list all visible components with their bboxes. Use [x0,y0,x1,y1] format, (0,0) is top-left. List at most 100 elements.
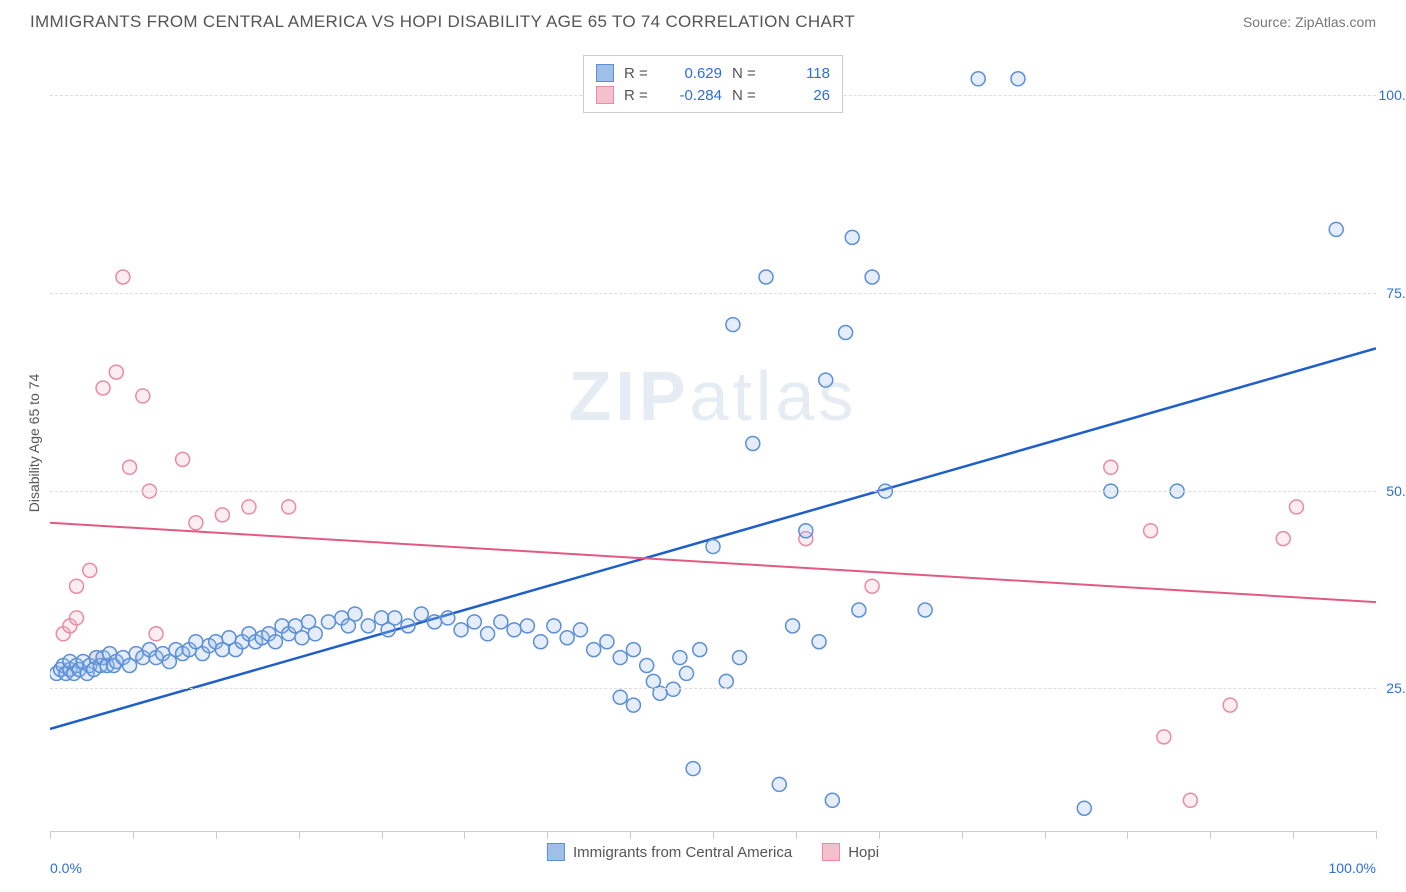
data-point [613,690,627,704]
data-point [547,619,561,633]
xtick [962,831,963,839]
data-point [772,777,786,791]
xtick [879,831,880,839]
data-point [600,635,614,649]
chart-area: Disability Age 65 to 74 ZIPatlas R = 0.6… [50,55,1376,832]
data-point [693,643,707,657]
swatch-pink [822,843,840,861]
data-point [520,619,534,633]
data-point [825,793,839,807]
xtick [713,831,714,839]
data-point [726,318,740,332]
data-point [70,579,84,593]
data-point [268,635,282,649]
xtick [133,831,134,839]
ytick-label: 25.0% [1376,680,1406,696]
data-point [1011,72,1025,86]
scatter-plot [50,55,1376,832]
data-point [467,615,481,629]
data-point [971,72,985,86]
data-point [799,524,813,538]
gridline [50,688,1376,689]
data-point [1157,730,1171,744]
data-point [83,563,97,577]
data-point [388,611,402,625]
n-value-2: 26 [772,87,830,104]
y-axis-label: Disability Age 65 to 74 [26,374,42,513]
data-point [295,631,309,645]
data-point [401,619,415,633]
legend-label-2: Hopi [848,844,879,861]
r-label: R = [624,87,654,104]
data-point [70,611,84,625]
data-point [1183,793,1197,807]
legend-label-1: Immigrants from Central America [573,844,792,861]
data-point [839,326,853,340]
ytick-label: 75.0% [1376,285,1406,301]
data-point [348,607,362,621]
data-point [1077,801,1091,815]
data-point [1104,460,1118,474]
xtick [299,831,300,839]
xtick [1210,831,1211,839]
data-point [507,623,521,637]
xtick [1127,831,1128,839]
data-point [428,615,442,629]
xtick [464,831,465,839]
legend-item-1: Immigrants from Central America [547,843,792,861]
chart-title: IMMIGRANTS FROM CENTRAL AMERICA VS HOPI … [30,12,855,32]
data-point [613,651,627,665]
xtick [1376,831,1377,839]
data-point [136,389,150,403]
n-value-1: 118 [772,65,830,82]
data-point [189,516,203,530]
data-point [587,643,601,657]
correlation-legend: R = 0.629 N = 118 R = -0.284 N = 26 [583,55,843,113]
xtick [630,831,631,839]
data-point [640,659,654,673]
r-label: R = [624,65,654,82]
legend-row-2: R = -0.284 N = 26 [596,84,830,106]
data-point [746,437,760,451]
data-point [1289,500,1303,514]
data-point [852,603,866,617]
gridline [50,293,1376,294]
xtick [216,831,217,839]
r-value-1: 0.629 [664,65,722,82]
data-point [109,365,123,379]
data-point [786,619,800,633]
data-point [686,762,700,776]
gridline [50,491,1376,492]
data-point [116,270,130,284]
data-point [454,623,468,637]
data-point [573,623,587,637]
n-label: N = [732,87,762,104]
swatch-blue [596,64,614,82]
data-point [282,500,296,514]
legend-row-1: R = 0.629 N = 118 [596,62,830,84]
data-point [759,270,773,284]
series-legend: Immigrants from Central America Hopi [547,843,879,861]
data-point [215,508,229,522]
data-point [361,619,375,633]
data-point [719,674,733,688]
swatch-blue [547,843,565,861]
data-point [321,615,335,629]
data-point [845,230,859,244]
xtick [382,831,383,839]
data-point [865,270,879,284]
data-point [308,627,322,641]
data-point [96,381,110,395]
data-point [560,631,574,645]
xtick-label: 100.0% [1329,860,1376,876]
data-point [1329,222,1343,236]
data-point [534,635,548,649]
n-label: N = [732,65,762,82]
xtick [50,831,51,839]
trend-line [50,523,1376,602]
xtick [1045,831,1046,839]
data-point [812,635,826,649]
data-point [1276,532,1290,546]
data-point [626,698,640,712]
data-point [706,540,720,554]
